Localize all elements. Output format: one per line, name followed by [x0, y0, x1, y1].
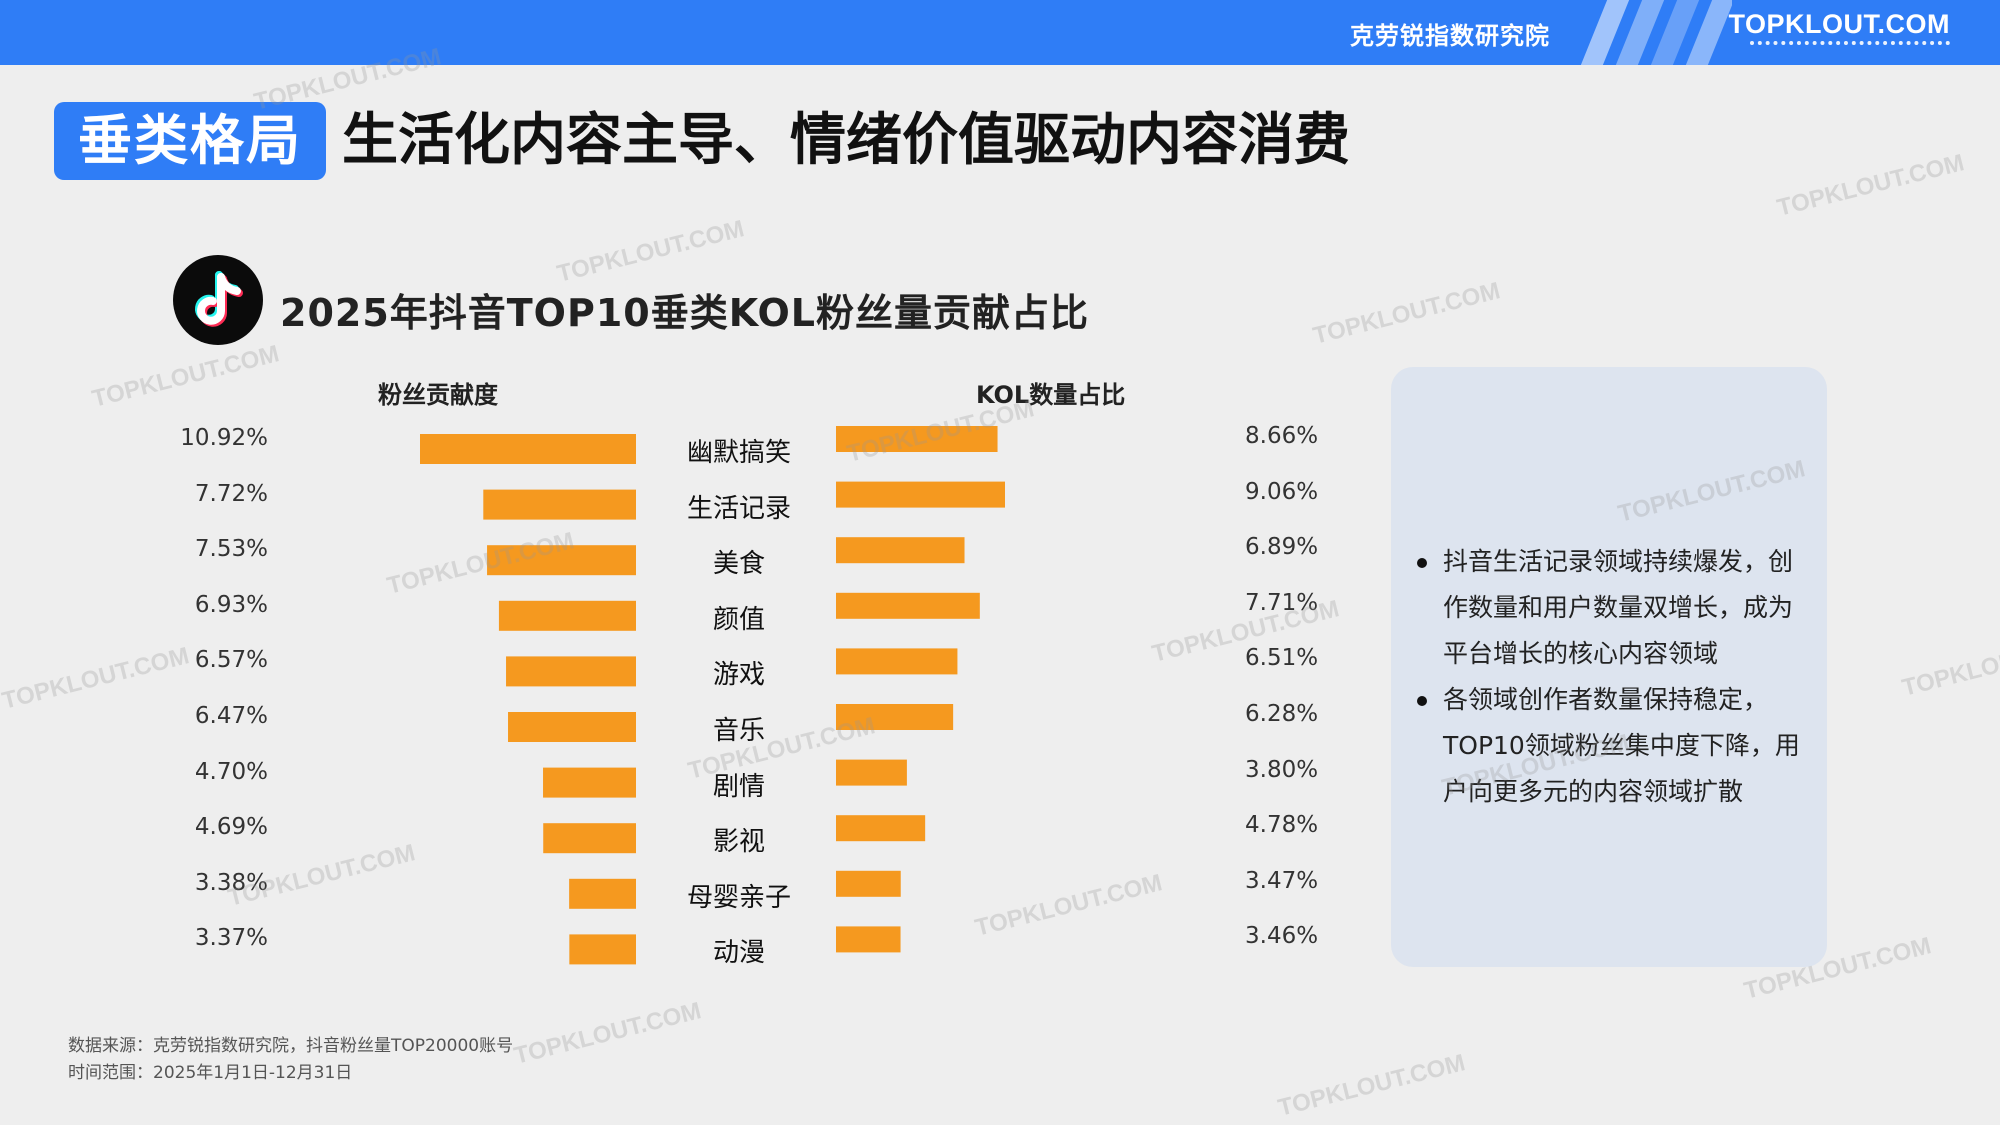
- kol-share-bar: [836, 759, 907, 786]
- fan-contribution-bar: [498, 600, 636, 631]
- fan-contribution-value: 4.69%: [194, 814, 268, 841]
- institute-name: 克劳锐指数研究院: [1350, 22, 1550, 50]
- kol-share-bar: [836, 426, 998, 452]
- fan-contribution-bar: [508, 712, 636, 742]
- kol-share-value: 4.78%: [1245, 812, 1319, 839]
- brand-logo: TOPKLOUT.COM: [1728, 9, 1950, 39]
- kol-share-value: 3.46%: [1245, 923, 1319, 950]
- category-label: 动漫: [712, 938, 765, 969]
- fan-contribution-value: 10.92%: [180, 425, 268, 451]
- fan-contribution-value: 6.47%: [194, 703, 268, 729]
- left-column-header: 粉丝贡献度: [378, 381, 498, 409]
- fan-contribution-value: 6.93%: [194, 591, 268, 618]
- fan-contribution-bar: [543, 767, 636, 798]
- fan-contribution-bar: [569, 878, 636, 909]
- page-title: 生活化内容主导、情绪价值驱动内容消费: [342, 108, 1350, 173]
- kol-share-value: 7.71%: [1245, 589, 1319, 616]
- kol-share-bar: [836, 537, 965, 564]
- fan-contribution-bar: [543, 823, 636, 854]
- section-tag: 垂类格局: [54, 102, 326, 180]
- kol-share-bar: [836, 815, 926, 842]
- fan-contribution-value: 7.53%: [194, 536, 268, 563]
- kol-share-value: 3.80%: [1245, 756, 1319, 783]
- right-column-header: KOL数量占比: [976, 381, 1126, 409]
- insight-item: 各领域创作者数量保持稳定，TOP10领域粉丝集中度下降，用户向更多元的内容领域扩…: [1415, 677, 1815, 815]
- fan-contribution-value: 3.38%: [194, 869, 268, 896]
- kol-share-bar: [836, 592, 980, 619]
- category-label: 母婴亲子: [686, 882, 791, 913]
- data-source: 数据来源：克劳锐指数研究院，抖音粉丝量TOP20000账号: [68, 1036, 514, 1056]
- fan-contribution-bar: [506, 656, 636, 687]
- fan-contribution-value: 6.57%: [194, 647, 268, 674]
- time-range: 时间范围：2025年1月1日-12月31日: [68, 1063, 353, 1083]
- kol-share-bar: [836, 481, 1005, 508]
- top-banner: 克劳锐指数研究院 TOPKLOUT.COM: [0, 0, 2000, 65]
- fan-contribution-bar: [487, 545, 636, 576]
- fan-contribution-bar: [483, 489, 636, 520]
- category-label: 幽默搞笑: [686, 438, 791, 468]
- fan-contribution-value: 4.70%: [194, 758, 268, 785]
- fan-contribution-bar: [569, 934, 636, 965]
- fan-contribution-value: 3.37%: [194, 925, 268, 952]
- fan-contribution-value: 7.72%: [194, 480, 268, 507]
- kol-share-value: 6.51%: [1245, 645, 1319, 672]
- insight-list: 抖音生活记录领域持续爆发，创作数量和用户数量双增长，成为平台增长的核心内容领域 …: [1415, 539, 1815, 815]
- fan-contribution-bar: [420, 434, 636, 464]
- insight-item: 抖音生活记录领域持续爆发，创作数量和用户数量双增长，成为平台增长的核心内容领域: [1415, 539, 1815, 677]
- chart-title: 2025年抖音TOP10垂类KOL粉丝量贡献占比: [280, 291, 1089, 335]
- kol-share-bar: [836, 926, 901, 953]
- category-label: 影视: [712, 827, 765, 858]
- category-label: 美食: [712, 549, 765, 580]
- douyin-note-icon: [195, 271, 243, 327]
- douyin-logo: [173, 255, 263, 345]
- kol-share-value: 6.89%: [1245, 534, 1319, 561]
- category-label: 生活记录: [686, 493, 791, 524]
- category-label: 音乐: [712, 716, 765, 746]
- kol-share-value: 9.06%: [1245, 478, 1319, 505]
- kol-share-value: 6.28%: [1245, 701, 1319, 727]
- kol-share-bar: [836, 704, 954, 730]
- kol-share-value: 3.47%: [1245, 867, 1319, 894]
- brand-logo-box: TOPKLOUT.COM: [1728, 0, 2000, 65]
- kol-share-bar: [836, 870, 901, 897]
- category-label: 颜值: [712, 604, 765, 635]
- category-label: 剧情: [712, 771, 765, 802]
- category-label: 游戏: [712, 660, 765, 691]
- insight-panel: 抖音生活记录领域持续爆发，创作数量和用户数量双增长，成为平台增长的核心内容领域 …: [1391, 367, 1827, 967]
- kol-share-value: 8.66%: [1245, 423, 1319, 449]
- kol-share-bar: [836, 648, 958, 675]
- brand-logo-subline: [1750, 41, 1950, 53]
